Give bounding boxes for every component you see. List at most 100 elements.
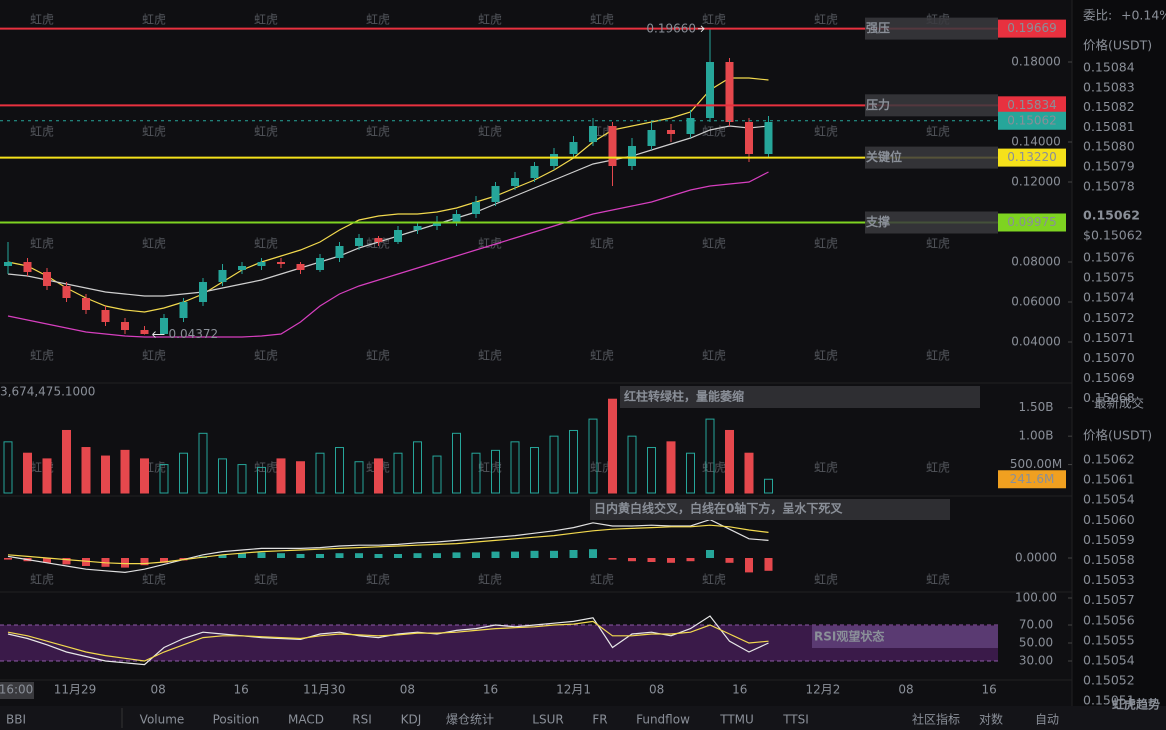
- candle-body: [179, 302, 188, 318]
- ask-price: 0.15084: [1083, 60, 1135, 75]
- x-tick-label: 16: [483, 683, 498, 697]
- candle-body: [62, 286, 71, 298]
- candle-body: [745, 122, 753, 154]
- volume-bar: [374, 458, 383, 494]
- y-tick-label: 30.00: [1019, 654, 1053, 668]
- candle-body: [569, 142, 578, 154]
- watermark: 虹虎: [590, 349, 614, 363]
- macd-bar: [745, 558, 753, 573]
- toolbar-item[interactable]: FR: [592, 713, 607, 727]
- macd-bar: [667, 558, 675, 563]
- macd-bar: [4, 558, 12, 560]
- x-tick-label: 08: [400, 683, 415, 697]
- toolbar-item[interactable]: TTMU: [719, 713, 754, 727]
- x-tick-label: 16: [981, 683, 996, 697]
- x-tick-label: 16: [732, 683, 747, 697]
- order-book-panel: [1072, 0, 1166, 706]
- volume-bar: [647, 447, 656, 494]
- indicator-line: [7, 171, 769, 338]
- macd-bar: [628, 558, 636, 562]
- macd-bar: [43, 558, 51, 563]
- current-price: 0.15062: [1083, 208, 1140, 223]
- level-value: 0.15834: [1007, 98, 1057, 112]
- macd-bar: [491, 551, 500, 558]
- macd-bar: [608, 558, 617, 560]
- candle-body: [316, 258, 324, 270]
- toolbar-item[interactable]: 爆仓统计: [446, 713, 494, 727]
- macd-bar: [62, 558, 71, 565]
- volume-bar: [315, 452, 325, 494]
- watermark: 虹虎: [366, 125, 390, 139]
- ratio-value: +0.14%: [1121, 8, 1166, 23]
- indicator-line: [7, 518, 769, 574]
- watermark: 虹虎: [814, 349, 838, 363]
- y-tick-label: 100.00: [1015, 591, 1057, 605]
- x-tick-label: 08: [150, 683, 165, 697]
- toolbar-item[interactable]: LSUR: [532, 713, 563, 727]
- trades-title: 最新成交: [1094, 396, 1144, 411]
- annotation: 红柱转绿柱，量能萎缩: [624, 389, 744, 404]
- toolbar-item[interactable]: 对数: [979, 712, 1003, 727]
- trade-price: 0.15056: [1083, 612, 1135, 627]
- candle-body: [374, 238, 383, 242]
- ask-price: 0.15082: [1083, 99, 1135, 114]
- toolbar-item[interactable]: Volume: [140, 713, 185, 727]
- bid-price: 0.15071: [1083, 330, 1135, 345]
- candle-body: [433, 222, 441, 226]
- trade-price: 0.15058: [1083, 552, 1135, 567]
- toolbar-item[interactable]: BBI: [6, 713, 26, 727]
- watermark: 虹虎: [478, 349, 502, 363]
- bid-price: 0.15076: [1083, 250, 1135, 265]
- macd-bar: [238, 553, 246, 558]
- candle-body: [472, 202, 480, 214]
- toolbar-item[interactable]: 自动: [1035, 713, 1059, 727]
- candle-body: [413, 226, 422, 230]
- x-tick-label: 08: [898, 683, 913, 697]
- x-tick-label: 12月2: [805, 683, 840, 697]
- toolbar-item[interactable]: Fundflow: [636, 713, 690, 727]
- watermark: 虹虎: [926, 125, 950, 139]
- watermark: 虹虎: [478, 461, 502, 475]
- toolbar-item[interactable]: RSI: [352, 713, 372, 727]
- toolbar-item[interactable]: KDJ: [401, 713, 422, 727]
- macd-bar: [296, 554, 305, 558]
- candle-body: [4, 262, 12, 266]
- toolbar-item[interactable]: TTSI: [782, 713, 809, 727]
- ask-price: 0.15080: [1083, 139, 1135, 154]
- extreme-arrow: [698, 25, 705, 33]
- ask-price: 0.15081: [1083, 119, 1135, 134]
- volume-header: 3,674,475.1000: [0, 385, 95, 399]
- candle-body: [491, 186, 500, 202]
- candle-body: [452, 214, 461, 222]
- macd-bar: [218, 554, 227, 558]
- candle-body: [511, 178, 519, 186]
- volume-bar: [471, 452, 481, 494]
- toolbar-item[interactable]: Position: [213, 713, 260, 727]
- y-tick-label: 1.50B: [1019, 400, 1054, 414]
- price-header: 价格(USDT): [1083, 38, 1152, 53]
- toolbar-item[interactable]: MACD: [288, 713, 324, 727]
- volume-bar: [764, 478, 773, 494]
- level-label-box: [865, 211, 998, 234]
- watermark: 虹虎: [254, 349, 278, 363]
- volume-bar: [140, 458, 149, 494]
- trade-price: 0.15053: [1083, 572, 1135, 587]
- macd-bar: [277, 553, 285, 558]
- toolbar-item[interactable]: 社区指标: [912, 712, 960, 727]
- candle-body: [277, 262, 285, 264]
- level-label: 强压: [866, 21, 890, 35]
- volume-bar: [335, 447, 344, 494]
- volume-bar: [257, 466, 266, 494]
- trade-price: 0.15054: [1083, 492, 1135, 507]
- watermark: 虹虎: [926, 349, 950, 363]
- candle-body: [140, 330, 149, 334]
- macd-bar: [257, 552, 266, 558]
- macd-bar: [686, 558, 695, 562]
- candle-body: [764, 122, 773, 154]
- watermark: 虹虎: [478, 125, 502, 139]
- last-price: 0.15062: [1007, 113, 1057, 127]
- volume-bar: [608, 398, 617, 494]
- candle-body: [160, 318, 168, 334]
